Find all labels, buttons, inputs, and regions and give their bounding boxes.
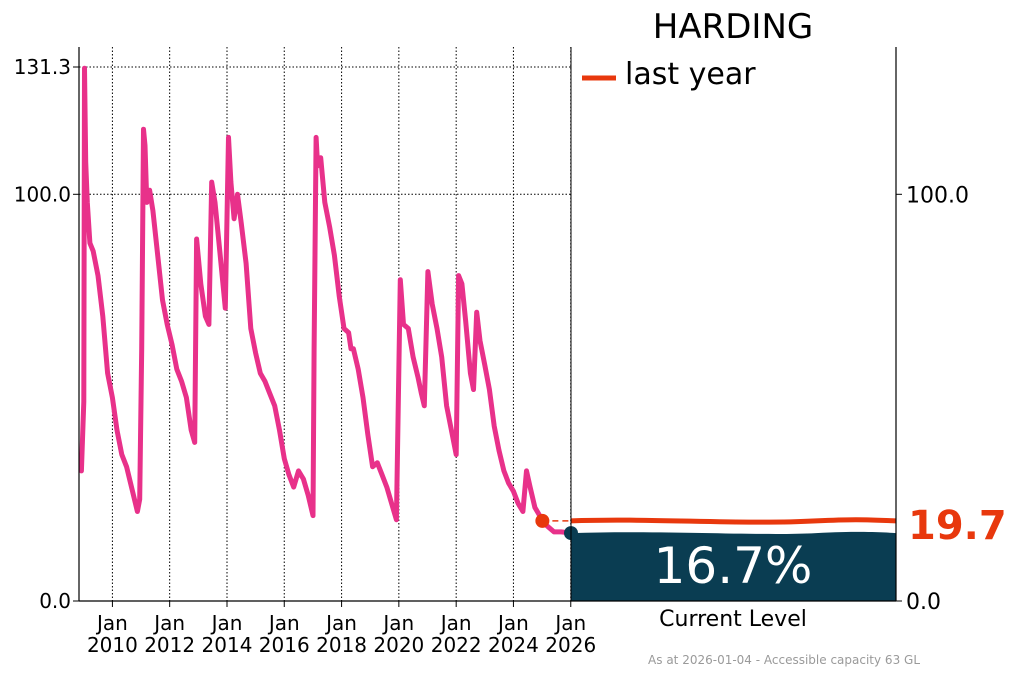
x-tick-label-year: 2014 — [202, 633, 253, 657]
last-year-line — [570, 517, 897, 525]
x-tick-label-year: 2024 — [488, 633, 539, 657]
x-tick-label-month: Jan — [324, 611, 357, 635]
y-tick-label: 131.3 — [14, 55, 71, 79]
current-level-panel — [570, 517, 897, 601]
y-tick-label: 0.0 — [39, 589, 71, 613]
x-tick-label-month: Jan — [152, 611, 185, 635]
tick-labels: Jan2010Jan2012Jan2014Jan2016Jan2018Jan20… — [14, 55, 969, 657]
x-tick-label-month: Jan — [496, 611, 529, 635]
y-tick-label: 100.0 — [14, 182, 71, 206]
series-line-path — [78, 65, 574, 536]
x-tick-label-year: 2020 — [373, 633, 424, 657]
footer-note: As at 2026-01-04 - Accessible capacity 6… — [648, 653, 920, 667]
axes — [73, 47, 902, 607]
legend-label-last-year: last year — [625, 57, 756, 92]
chart-title: HARDING — [653, 7, 813, 47]
x-tick-label-month: Jan — [95, 611, 128, 635]
x-tick-label-year: 2012 — [144, 633, 195, 657]
x-tick-label-month: Jan — [381, 611, 414, 635]
right-tick-label: 0.0 — [906, 590, 941, 615]
x-tick-label-year: 2016 — [259, 633, 310, 657]
x-tick-label-year: 2018 — [316, 633, 367, 657]
current-level-fill — [571, 531, 896, 601]
x-tick-label-year: 2022 — [431, 633, 482, 657]
right-tick-label: 100.0 — [906, 183, 969, 208]
grid-lines — [79, 47, 572, 601]
x-tick-label-year: 2010 — [87, 633, 138, 657]
current-level-percent: 16.7% — [654, 537, 813, 595]
last-year-marker — [535, 513, 550, 528]
last-year-value: 19.7 — [908, 503, 1007, 549]
x-tick-label-month: Jan — [553, 611, 586, 635]
x-tick-label-month: Jan — [439, 611, 472, 635]
x-tick-label-month: Jan — [210, 611, 243, 635]
legend: last year — [582, 57, 756, 92]
current-level-caption: Current Level — [659, 607, 807, 632]
x-tick-label-month: Jan — [267, 611, 300, 635]
x-tick-label-year: 2026 — [545, 633, 596, 657]
series-line — [78, 65, 578, 541]
